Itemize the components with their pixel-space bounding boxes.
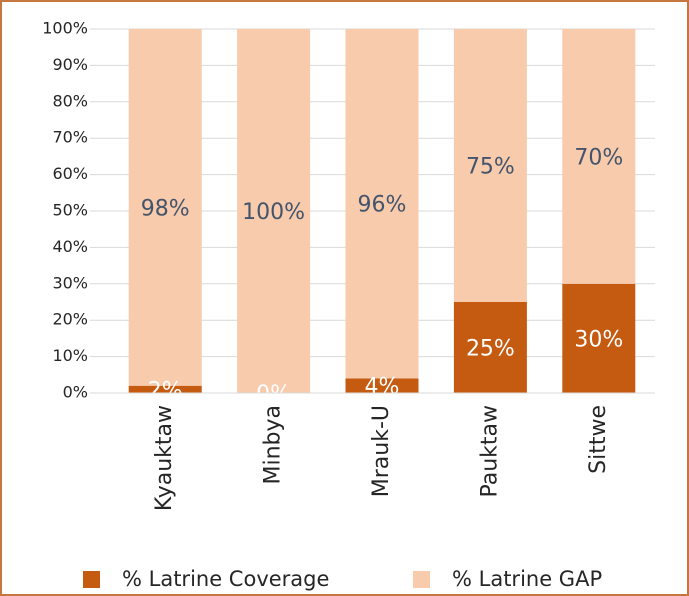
data-label: 25% [466, 337, 515, 362]
legend-swatch [413, 571, 430, 588]
y-tick-label: 80% [52, 91, 88, 110]
bar-segment [453, 302, 527, 393]
data-label: 30% [574, 327, 623, 352]
bar-segment [128, 29, 202, 386]
data-label: 75% [466, 155, 515, 180]
legend-label: % Latrine Coverage [122, 567, 329, 591]
x-tick-label: Pauktaw [477, 405, 502, 498]
bar-segment [562, 283, 636, 393]
y-tick-label: 0% [63, 383, 88, 402]
bar-segment [345, 378, 419, 393]
data-label: 98% [141, 196, 190, 221]
y-tick-label: 10% [52, 346, 88, 365]
y-tick-label: 20% [52, 310, 88, 329]
y-tick-label: 70% [52, 128, 88, 147]
y-tick-label: 40% [52, 237, 88, 256]
x-tick-label: Mrauk-U [369, 405, 394, 497]
x-tick-label: Minbya [261, 405, 286, 485]
bar-segment [128, 385, 202, 393]
x-tick-label: Sittwe [586, 405, 611, 474]
data-label: 70% [574, 145, 623, 170]
bar-segment [237, 29, 311, 393]
data-label: 96% [358, 193, 407, 218]
data-label: 4% [365, 375, 400, 400]
y-tick-label: 50% [52, 201, 88, 220]
y-tick-label: 30% [52, 273, 88, 292]
data-label: 100% [242, 200, 305, 225]
bar-segment [453, 29, 527, 302]
x-tick-label: Kyauktaw [152, 405, 177, 511]
data-label: 0% [256, 382, 291, 407]
bar-segment [345, 29, 419, 379]
y-tick-label: 90% [52, 55, 88, 74]
legend-swatch [83, 571, 100, 588]
y-tick-label: 60% [52, 164, 88, 183]
bar-segment [562, 29, 636, 284]
data-label: 2% [148, 378, 183, 403]
legend-label: % Latrine GAP [452, 567, 602, 591]
y-tick-label: 100% [42, 19, 88, 38]
